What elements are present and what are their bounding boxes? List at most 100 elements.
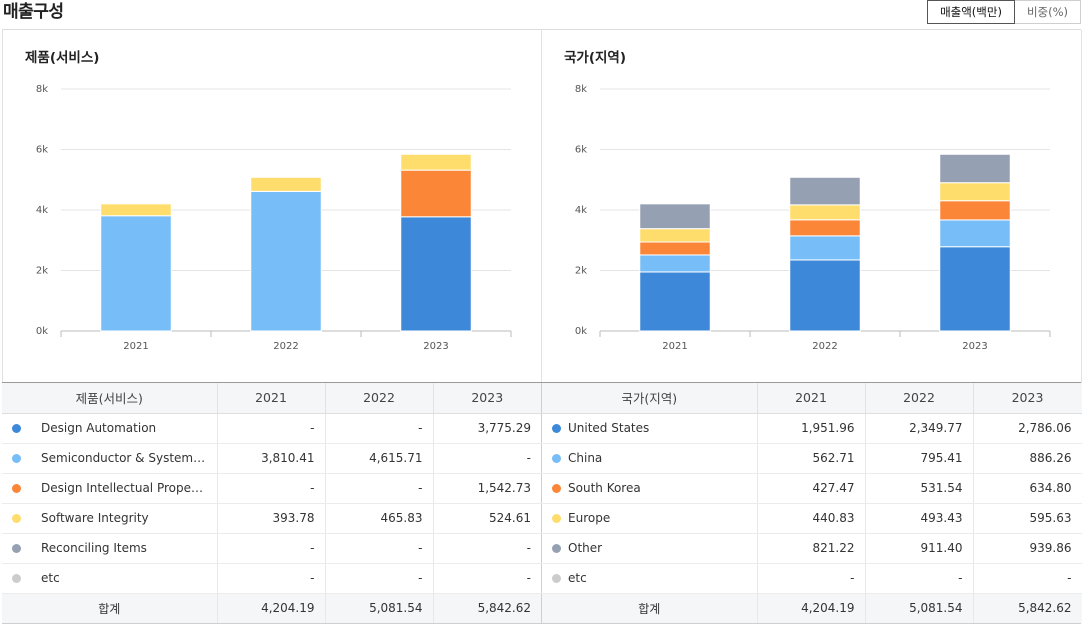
- toggle-revenue-button[interactable]: 매출액(백만): [927, 0, 1015, 24]
- legend-dot-icon: [12, 514, 21, 523]
- total-cell: 5,842.62: [972, 593, 1082, 623]
- table-row: Software Integrity 393.78 465.83 524.61: [2, 503, 542, 534]
- y-tick-label: 6k: [36, 145, 48, 156]
- legend-dot-icon: [552, 454, 561, 463]
- table-cell: 493.43: [864, 503, 973, 534]
- toggle-share-button[interactable]: 비중(%): [1014, 0, 1081, 24]
- bar-segment[interactable]: [939, 153, 1011, 184]
- table-row: Design Automation - -3,775.29: [2, 413, 542, 444]
- row-label: etc: [542, 563, 757, 594]
- bar-segment[interactable]: [639, 241, 711, 256]
- table-cell: 886.26: [972, 443, 1082, 474]
- table-cell: -: [972, 563, 1082, 594]
- bar-segment[interactable]: [400, 216, 472, 332]
- table-cell: -: [864, 563, 973, 594]
- table-cell: 393.78: [216, 503, 325, 534]
- row-name: Europe: [568, 511, 611, 525]
- bar-segment[interactable]: [939, 200, 1011, 221]
- bar-segment[interactable]: [789, 219, 861, 237]
- product-chart: 0k 2k 4k 6k 8k 2021 2022 2023: [36, 84, 512, 352]
- table-cell: -: [432, 563, 542, 594]
- table-cell: 1,542.73: [432, 473, 542, 504]
- y-tick-label: 6k: [575, 145, 587, 156]
- total-cell: 5,081.54: [324, 593, 433, 623]
- y-tick-label: 2k: [36, 266, 48, 277]
- row-name: Design Automation: [41, 421, 157, 435]
- table-cell: -: [324, 533, 433, 564]
- table-cell: 795.41: [864, 443, 973, 474]
- row-name: China: [568, 451, 603, 465]
- y-tick-label: 0k: [575, 326, 587, 337]
- table-cell: -: [216, 533, 325, 564]
- bar-segment[interactable]: [939, 219, 1011, 248]
- region-table-header: 국가(지역) 2021 2022 2023: [542, 383, 1082, 414]
- bar-segment[interactable]: [250, 176, 322, 192]
- legend-dot-icon: [552, 574, 561, 583]
- bar-segment[interactable]: [100, 203, 172, 217]
- table-cell: -: [216, 563, 325, 594]
- legend-dot-icon: [12, 454, 21, 463]
- region-header-cell: 2021: [756, 383, 865, 414]
- product-table: 제품(서비스) 2021 2022 2023 Design Automation - -3…: [2, 383, 542, 623]
- table-cell: 911.40: [864, 533, 973, 564]
- table-cell: 3,775.29: [432, 413, 542, 444]
- bar-segment[interactable]: [639, 254, 711, 273]
- table-cell: 3,810.41: [216, 443, 325, 474]
- table-cell: 595.63: [972, 503, 1082, 534]
- table-cell: 634.80: [972, 473, 1082, 504]
- total-cell: 4,204.19: [216, 593, 325, 623]
- table-row: Semiconductor & System D... 3,810.41 4,615…: [2, 443, 542, 474]
- region-table: 국가(지역) 2021 2022 2023 United States 1,951.96…: [542, 383, 1082, 623]
- bar-segment[interactable]: [789, 176, 861, 206]
- table-row: United States 1,951.96 2,349.77 2,786.06: [542, 413, 1082, 444]
- bar-segment[interactable]: [639, 228, 711, 243]
- total-row: 합계 4,204.19 5,081.54 5,842.62: [2, 593, 542, 623]
- row-name: United States: [568, 421, 650, 435]
- row-label: Design Intellectual Property: [2, 473, 217, 504]
- legend-dot-icon: [12, 574, 21, 583]
- table-cell: -: [216, 473, 325, 504]
- row-label: Design Automation: [2, 413, 217, 444]
- row-name: South Korea: [568, 481, 641, 495]
- table-row: etc - - -: [2, 563, 542, 594]
- table-cell: -: [324, 473, 433, 504]
- bar-segment[interactable]: [400, 169, 472, 218]
- table-row: Design Intellectual Property - -1,542.73: [2, 473, 542, 504]
- unit-toggle: 매출액(백만) 비중(%): [927, 0, 1081, 24]
- charts-area: 제품(서비스) 0k 2k 4k 6k 8k 2021 2022 2023 국가(지역) 0k…: [2, 29, 1082, 383]
- table-row: South Korea 427.47 531.54 634.80: [542, 473, 1082, 504]
- bar-segment[interactable]: [939, 246, 1011, 332]
- x-tick-label: 2022: [273, 341, 298, 352]
- bar-segment[interactable]: [789, 259, 861, 332]
- x-tick-label: 2021: [662, 341, 687, 352]
- bar-segment[interactable]: [400, 153, 472, 171]
- row-name: Software Integrity: [41, 511, 149, 525]
- row-name: Reconciling Items: [41, 541, 147, 555]
- legend-dot-icon: [552, 484, 561, 493]
- bar-segment[interactable]: [639, 271, 711, 332]
- table-cell: -: [432, 443, 542, 474]
- bar-segment[interactable]: [639, 203, 711, 230]
- legend-dot-icon: [552, 424, 561, 433]
- table-row: Reconciling Items - - -: [2, 533, 542, 564]
- row-label: Semiconductor & System D...: [2, 443, 217, 474]
- y-tick-label: 8k: [575, 84, 587, 95]
- total-label: 합계: [2, 593, 217, 623]
- table-row: Other 821.22 911.40 939.86: [542, 533, 1082, 564]
- table-cell: 524.61: [432, 503, 542, 534]
- bar-segment[interactable]: [789, 204, 861, 221]
- bar-segment[interactable]: [100, 215, 172, 332]
- region-header-cell: 국가(지역): [542, 383, 757, 414]
- table-cell: 440.83: [756, 503, 865, 534]
- table-cell: 2,349.77: [864, 413, 973, 444]
- bar-segment[interactable]: [789, 235, 861, 261]
- table-cell: -: [324, 563, 433, 594]
- table-cell: 939.86: [972, 533, 1082, 564]
- legend-dot-icon: [12, 484, 21, 493]
- bar-segment[interactable]: [250, 190, 322, 332]
- total-cell: 4,204.19: [756, 593, 865, 623]
- bar-segment[interactable]: [939, 182, 1011, 202]
- row-label: China: [542, 443, 757, 474]
- y-tick-label: 0k: [36, 326, 48, 337]
- table-cell: -: [756, 563, 865, 594]
